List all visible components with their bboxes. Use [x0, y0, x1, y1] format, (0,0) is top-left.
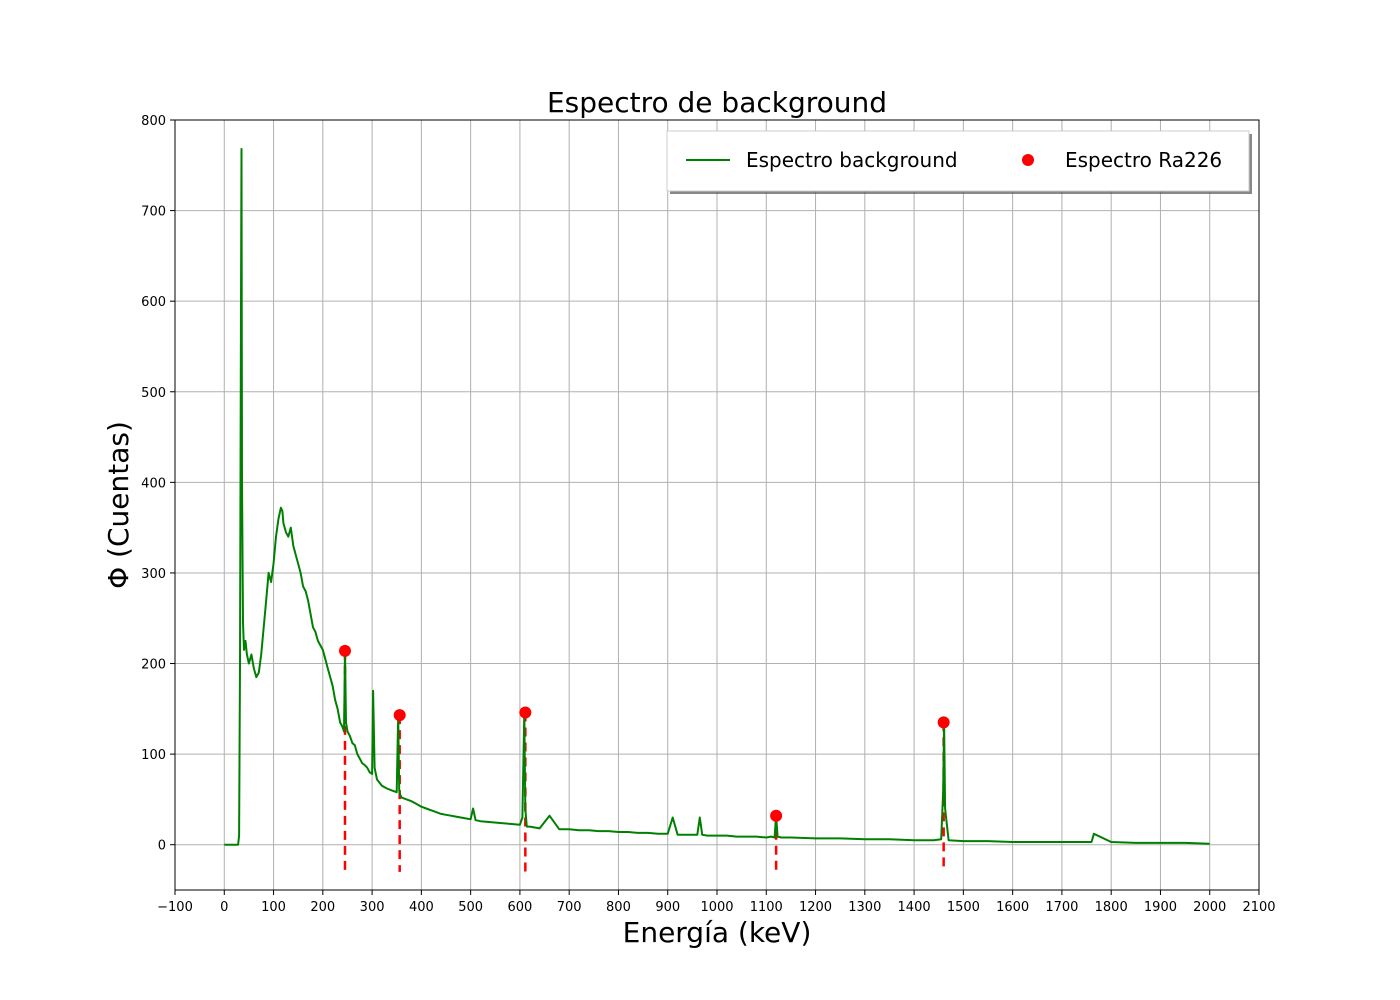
y-tick-label: 600: [141, 295, 166, 310]
y-tick-label: 0: [158, 839, 166, 854]
point-ra226: [770, 809, 783, 822]
x-tick-label: 2100: [1242, 900, 1275, 915]
y-tick-label: 300: [141, 567, 166, 582]
x-tick-label: 100: [261, 900, 286, 915]
y-tick-label: 100: [141, 748, 166, 763]
x-tick-label: 900: [655, 900, 680, 915]
x-tick-label: 200: [310, 900, 335, 915]
y-tick-label: 400: [141, 476, 166, 491]
ticks: −100 0 100 200 300 400 500 600 700 800 900 1000 1100…: [141, 114, 1275, 915]
y-tick-label: 200: [141, 658, 166, 673]
series: [224, 148, 1210, 846]
legend: Espectro background Espectro Ra226: [666, 130, 1252, 194]
x-tick-label: 1000: [700, 900, 733, 915]
legend-swatch-ra226: [1022, 154, 1034, 166]
y-axis-title: Φ (Cuentas): [102, 421, 135, 589]
chart-title: Espectro de background: [547, 86, 887, 119]
x-tick-label: 600: [507, 900, 532, 915]
point-ra226: [338, 644, 351, 657]
x-tick-label: 1100: [750, 900, 783, 915]
x-tick-label: 1500: [947, 900, 980, 915]
x-tick-label: 1300: [848, 900, 881, 915]
legend-box: [666, 130, 1250, 192]
legend-label-background: Espectro background: [746, 148, 958, 172]
x-axis-title: Energía (keV): [623, 916, 812, 949]
point-ra226: [937, 716, 950, 729]
x-tick-label: 1600: [996, 900, 1029, 915]
y-tick-label: 500: [141, 386, 166, 401]
x-tick-label: 400: [409, 900, 434, 915]
x-tick-label: 1900: [1144, 900, 1177, 915]
x-tick-label: −100: [157, 900, 193, 915]
x-tick-label: 300: [360, 900, 385, 915]
x-tick-label: 1200: [799, 900, 832, 915]
point-ra226: [393, 709, 406, 722]
x-tick-label: 800: [606, 900, 631, 915]
x-tick-label: 2000: [1193, 900, 1226, 915]
x-tick-label: 1700: [1045, 900, 1078, 915]
y-tick-label: 700: [141, 205, 166, 220]
x-tick-label: 500: [458, 900, 483, 915]
x-tick-label: 1800: [1095, 900, 1128, 915]
legend-label-ra226: Espectro Ra226: [1065, 148, 1222, 172]
point-ra226: [519, 706, 532, 719]
x-tick-label: 700: [557, 900, 582, 915]
y-tick-label: 800: [141, 114, 166, 129]
grid: [174, 119, 1260, 890]
series-line-background: [224, 148, 1210, 846]
x-tick-label: 1400: [898, 900, 931, 915]
x-tick-label: 0: [220, 900, 228, 915]
